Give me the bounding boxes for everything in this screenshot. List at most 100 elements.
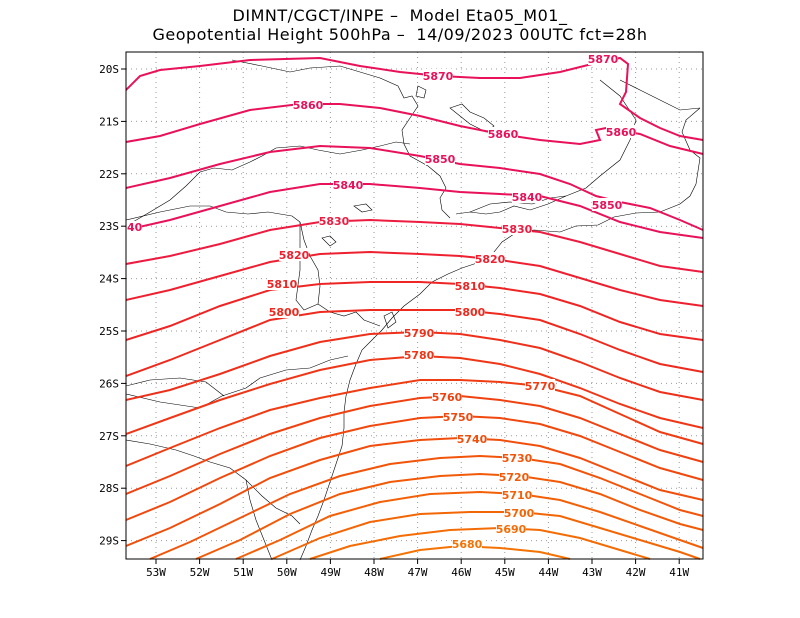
axis-ticks: 53W 52W 51W 50W 49W 48W 47W 46W 45W 44W 43W 42W 41W 2… — [99, 63, 689, 579]
contour-line — [125, 56, 704, 141]
tick-label-lat: 26S — [99, 377, 119, 390]
map-frame — [125, 51, 704, 560]
contour-label-bg — [452, 537, 482, 550]
contour-label-bg — [475, 252, 505, 265]
border-ms — [295, 222, 319, 311]
contour-line — [125, 436, 704, 547]
contour-label: 5710 — [502, 489, 533, 502]
contour-label-bg — [423, 69, 453, 82]
lake-3 — [353, 203, 373, 213]
contour-label: 5790 — [404, 327, 435, 340]
contour-label-bg — [319, 214, 349, 227]
map-title-line-2: Geopotential Height 500hPa – 14/09/2023 … — [152, 25, 648, 44]
contour-label-bg — [592, 198, 622, 211]
tick-label-lon: 48W — [364, 566, 384, 579]
tick-label-lon: 53W — [146, 566, 166, 579]
contour-label: 5840 — [333, 179, 364, 192]
contour-label-bg — [606, 125, 636, 138]
contour-label: 5840 — [512, 191, 543, 204]
contour-line — [125, 309, 704, 377]
border-es — [619, 79, 701, 111]
border-sc-rs — [125, 439, 301, 525]
contour-line — [125, 354, 704, 435]
contour-label-bg — [502, 222, 532, 235]
tick-label-lat: 24S — [99, 273, 119, 286]
contour-label-bg — [267, 277, 297, 290]
contour-label-bg — [455, 305, 485, 318]
contour-label: 5870 — [588, 53, 619, 66]
contour-label: 5830 — [319, 215, 350, 228]
lake-2 — [321, 235, 337, 247]
contour-label-bg — [588, 52, 618, 65]
border-pr-sc — [125, 355, 349, 409]
lake-1 — [449, 103, 495, 133]
contour-label: 5820 — [475, 253, 506, 266]
coastline — [299, 107, 701, 561]
contour-label-bg — [525, 379, 555, 392]
contour-label-bg — [455, 279, 485, 292]
contour-label-bg — [488, 127, 518, 140]
contour-label: 5850 — [592, 199, 623, 212]
contour-line — [125, 379, 704, 467]
contour-line — [125, 250, 704, 307]
contour-line — [149, 454, 704, 560]
contour-line — [125, 218, 704, 273]
contour-label: 5810 — [455, 280, 486, 293]
grid-lines — [126, 52, 703, 559]
contour-label-bg — [269, 305, 299, 318]
contour-line — [125, 183, 704, 239]
contour-line — [235, 490, 704, 560]
contour-line — [125, 144, 704, 231]
contour-label: 5800 — [455, 306, 486, 319]
contour-line — [271, 511, 701, 560]
tick-label-lat: 23S — [99, 220, 119, 233]
contour-label: 5830 — [502, 223, 533, 236]
tick-label-lat: 28S — [99, 482, 119, 495]
contour-label: 5730 — [502, 452, 533, 465]
contour-label: 5850 — [425, 153, 456, 166]
contour-label-edge: 40 — [127, 221, 143, 234]
contour-label: 5740 — [457, 433, 488, 446]
tick-label-lat: 25S — [99, 325, 119, 338]
contour-line — [195, 472, 704, 560]
tick-label-lat: 20S — [99, 63, 119, 76]
contour-label: 5780 — [404, 349, 435, 362]
tick-label-lat: 22S — [99, 168, 119, 181]
contour-label: 5700 — [504, 507, 535, 520]
lagoon — [383, 311, 397, 329]
contour-label-bg — [499, 470, 529, 483]
tick-label-lon: 41W — [669, 566, 689, 579]
contour-label: 5860 — [606, 126, 637, 139]
contour-label: 5750 — [443, 411, 474, 424]
contour-label: 5760 — [432, 391, 463, 404]
contour-label-bg — [502, 488, 532, 501]
tick-label-lon: 43W — [582, 566, 602, 579]
contour-label-bg — [504, 506, 534, 519]
tick-label-lon: 42W — [626, 566, 646, 579]
contour-label-bg — [333, 178, 363, 191]
contour-label: 5800 — [269, 306, 300, 319]
contour-line — [125, 414, 704, 521]
contour-label-bg — [512, 190, 542, 203]
contour-label-bg — [404, 348, 434, 361]
border-river — [125, 205, 301, 223]
tick-label-lon: 51W — [233, 566, 253, 579]
tick-label-lat: 27S — [99, 430, 119, 443]
contour-label-bg — [457, 432, 487, 445]
contour-label: 5810 — [267, 278, 298, 291]
tick-label-lon: 44W — [538, 566, 558, 579]
tick-label-lon: 46W — [451, 566, 471, 579]
contour-line — [125, 330, 704, 401]
tick-label-lat: 21S — [99, 115, 119, 128]
tick-label-lon: 45W — [495, 566, 515, 579]
contour-label: 5860 — [488, 128, 519, 141]
contour-label: 5680 — [452, 538, 483, 551]
contour-label-bg — [496, 522, 526, 535]
contour-label-bg — [279, 248, 309, 261]
lake-4 — [415, 85, 427, 99]
tick-label-lon: 47W — [408, 566, 428, 579]
tick-label-lon: 49W — [320, 566, 340, 579]
contour-label-bg — [432, 390, 462, 403]
contour-labels: 5870 5870 5860 5860 5860 5850 5850 5840 5840 5830… — [126, 52, 637, 551]
